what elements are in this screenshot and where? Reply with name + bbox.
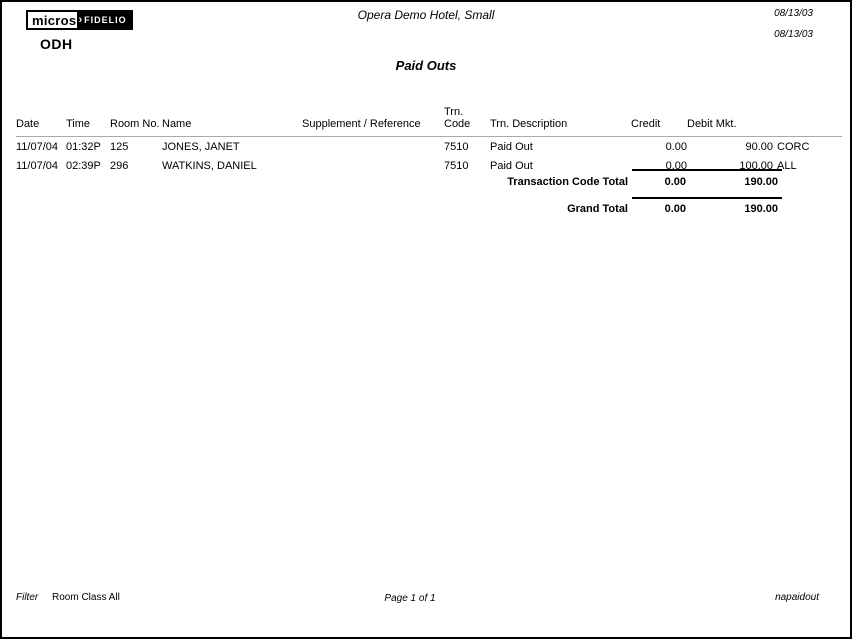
column-header-date: Date [16,106,66,137]
cell-debit: 90.00 CORC [687,137,842,156]
column-header-room-no: Room No. [110,106,162,137]
total-label: Transaction Code Total [507,176,628,188]
column-header-name: Name [162,106,302,137]
filter-value: Room Class All [52,592,120,603]
cell-trn-code: 7510 [444,140,469,153]
totals-rule [632,169,782,171]
debit-market-code: CORC [777,140,810,153]
debit-amount: 90.00 [745,140,773,153]
report-title: Paid Outs [395,58,457,73]
debit-market-code: ALL [777,159,797,172]
cell-time: 01:32P [66,140,101,153]
table-row: 11/07/04 02:39P 296 WATKINS, DANIEL 7510… [16,156,842,175]
cell-supplement [302,156,444,175]
property-code: ODH [40,36,73,52]
hotel-name: Opera Demo Hotel, Small [357,8,495,22]
cell-trn-code: 7510 [444,159,469,172]
debit-amount: 100.00 [739,159,773,172]
cell-credit: 0.00 [665,159,687,172]
total-debit: 190.00 [744,203,778,215]
logo-fidelio-text: FIDELIO [84,15,127,25]
column-header-debit-mkt: Debit Mkt. [687,106,842,137]
logo-arrow-icon: › [78,14,84,26]
page-number: Page 1 of 1 [384,593,436,604]
cell-room-no: 296 [110,159,129,172]
report-file-name: napaidout [775,592,819,603]
column-header-time: Time [66,106,110,137]
logo-micros-text: micros [26,10,78,30]
table-row: 11/07/04 01:32P 125 JONES, JANET 7510 Pa… [16,137,842,156]
cell-credit: 0.00 [665,140,687,153]
filter-label: Filter [16,592,39,603]
cell-supplement [302,137,444,156]
cell-trn-description: Paid Out [490,140,533,153]
total-debit: 190.00 [744,176,778,188]
column-header-trn-code: Trn. Code [444,106,490,137]
column-header-credit: Credit [631,106,687,137]
grand-total-row: Grand Total 0.00 190.00 [16,203,778,215]
total-credit: 0.00 [664,176,686,188]
cell-date: 11/07/04 [16,159,59,172]
paid-outs-table: Date Time Room No. Name Supplement / Ref… [16,106,842,175]
column-header-supplement: Supplement / Reference [302,106,444,137]
cell-date: 11/07/04 [16,140,59,153]
total-label: Grand Total [567,203,628,215]
cell-name: WATKINS, DANIEL [162,159,257,172]
total-credit: 0.00 [664,203,686,215]
column-header-trn-description: Trn. Description [490,106,631,137]
report-date-primary: 08/13/03 [774,8,813,19]
cell-room-no: 125 [110,140,129,153]
report-date-secondary: 08/13/03 [774,29,813,40]
logo-fidelio-block: › FIDELIO [77,10,133,30]
table-header-row: Date Time Room No. Name Supplement / Ref… [16,106,842,137]
transaction-code-total-row: Transaction Code Total 0.00 190.00 [16,176,778,188]
cell-time: 02:39P [66,159,101,172]
cell-debit: 100.00 ALL [687,156,842,175]
micros-fidelio-logo: micros › FIDELIO [26,10,133,30]
totals-rule [632,197,782,199]
cell-trn-description: Paid Out [490,159,533,172]
cell-name: JONES, JANET [162,140,240,153]
